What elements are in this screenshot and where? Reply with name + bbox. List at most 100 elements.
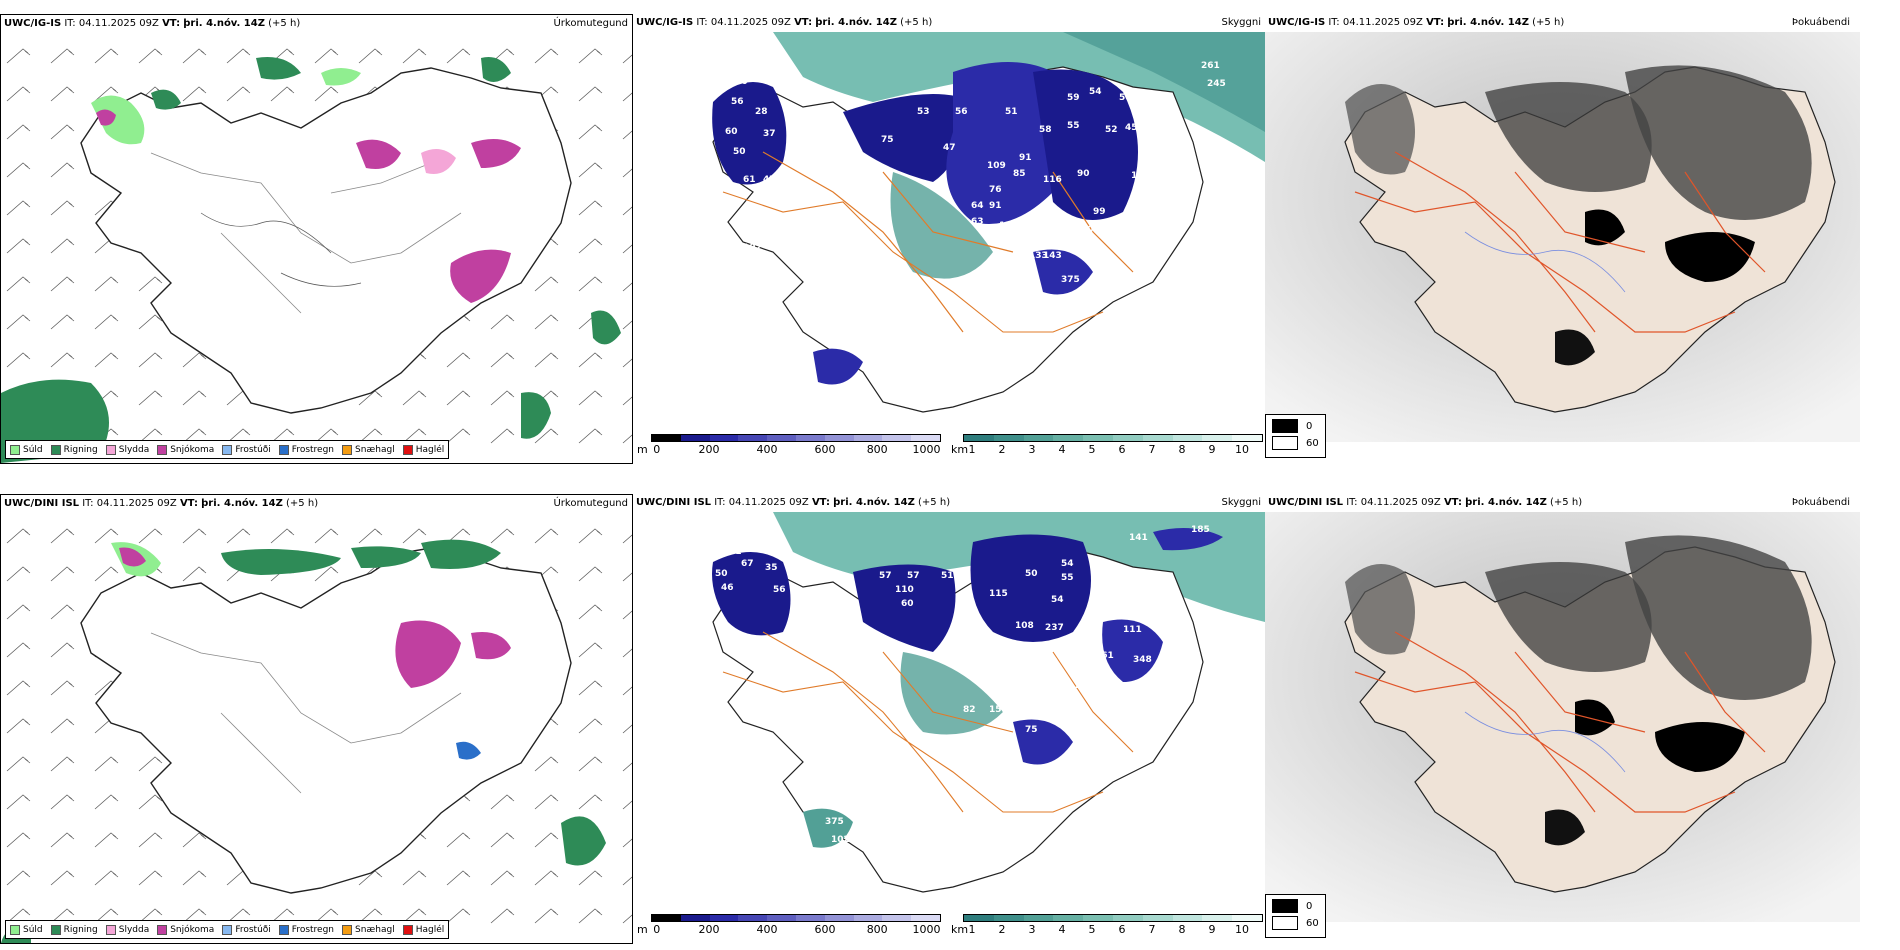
value-label: 62 — [809, 609, 822, 619]
valid-time-label: VT: — [1426, 17, 1445, 28]
legend-item-sudd: Súld — [10, 444, 43, 455]
value-label: 133 — [1029, 251, 1048, 261]
tick-label: 4 — [1058, 923, 1066, 936]
legend-swatch — [157, 444, 168, 455]
tick-label: 6 — [1118, 923, 1126, 936]
legend-label: Frostúði — [235, 924, 271, 935]
panel-title: Skyggni — [1221, 17, 1261, 28]
init-time: IT: 04.11.2025 09Z — [714, 497, 809, 508]
precip-map — [1, 513, 632, 943]
lead-time: (+5 h) — [900, 17, 933, 28]
value-label: 127 — [829, 849, 848, 859]
value-label: 54 — [1051, 595, 1064, 605]
legend-item-frostregn: Frostregn — [278, 924, 334, 935]
precip-type-panel-top: UWC/IG-IS IT: 04.11.2025 09Z VT: þri. 4.… — [0, 14, 633, 464]
visibility-colorbar: km 1 2 3 4 5 6 7 8 9 10 — [951, 914, 1263, 936]
tick-label: 3 — [1028, 923, 1036, 936]
visibility-colorbar: km 1 2 3 4 5 6 7 8 9 10 — [951, 434, 1263, 456]
value-label: 102 — [831, 835, 850, 845]
value-label: 28 — [755, 107, 768, 117]
tick-label: 7 — [1148, 923, 1156, 936]
cloudbase-colorbar: m 0 200 400 600 800 1000 — [637, 914, 941, 936]
legend-item-snjokoma: Snjókoma — [157, 924, 214, 935]
model-name: UWC/IG-IS — [1268, 17, 1326, 28]
precip-legend: Súld Rigning Slydda Snjókoma Frostúði Fr… — [5, 920, 450, 939]
panel-title: Skyggni — [1221, 497, 1261, 508]
value-label: 64 — [971, 201, 984, 211]
lead-time: (+5 h) — [268, 18, 301, 29]
value-label: 75 — [1025, 725, 1038, 735]
value-label: 59 — [1067, 93, 1080, 103]
legend-item-slydda: Slydda — [105, 444, 149, 455]
valid-time-label: VT: — [179, 498, 198, 509]
init-time: IT: 04.11.2025 09Z — [696, 17, 791, 28]
legend-swatch — [105, 924, 116, 935]
legend-swatch — [402, 444, 413, 455]
legend-swatch — [402, 924, 413, 935]
init-time: IT: 04.11.2025 09Z — [82, 498, 177, 509]
value-label: 50 — [715, 569, 728, 579]
tick-label: 3 — [1028, 443, 1036, 456]
visibility-panel-bottom: UWC/DINI ISL IT: 04.11.2025 09Z VT: þri.… — [633, 494, 1265, 944]
fog-swatch — [1272, 899, 1298, 913]
value-label: 91 — [989, 201, 1002, 211]
lead-time: (+5 h) — [1550, 497, 1583, 508]
fog-panel-bottom: UWC/DINI ISL IT: 04.11.2025 09Z VT: þri.… — [1265, 494, 1900, 944]
lead-time: (+5 h) — [1532, 17, 1565, 28]
tick-label: 9 — [1208, 443, 1216, 456]
value-label: 115 — [989, 589, 1008, 599]
fog-legend-row: 0 — [1272, 899, 1319, 913]
cloudbase-ticks: m 0 200 400 600 800 1000 — [637, 442, 941, 456]
legend-item-frostudi: Frostúði — [222, 444, 271, 455]
tick-label: 5 — [1088, 443, 1096, 456]
legend-swatch — [278, 924, 289, 935]
value-label: 237 — [1045, 623, 1064, 633]
precip-legend: Súld Rigning Slydda Snjókoma Frostúði Fr… — [5, 440, 450, 459]
valid-time-label: VT: — [1443, 497, 1462, 508]
value-label: 56 — [773, 585, 786, 595]
lead-time: (+5 h) — [918, 497, 951, 508]
legend-label: Rigning — [63, 444, 98, 455]
fog-value: 60 — [1306, 437, 1319, 449]
value-label: 57 — [879, 571, 892, 581]
visibility-map: 71 67 35 50 46 56 57 57 51 50 54 40 55 1… — [712, 512, 1265, 893]
legend-label: Haglél — [415, 924, 445, 935]
panel-title: Þokuábendi — [1791, 17, 1850, 28]
legend-label: Rigning — [63, 924, 98, 935]
value-label: 143 — [1043, 251, 1062, 261]
legend-item-haglel: Haglél — [402, 444, 444, 455]
panel-title: Úrkomutegund — [553, 18, 628, 29]
legend-swatch — [50, 444, 61, 455]
value-label: 108 — [809, 849, 828, 859]
tick-label: 5 — [1088, 923, 1096, 936]
value-label: 47 — [943, 143, 956, 153]
fog-legend-row: 0 — [1272, 419, 1319, 433]
legend-swatch — [50, 924, 61, 935]
legend-label: Frostregn — [291, 444, 335, 455]
legend-label: Snjókoma — [170, 444, 215, 455]
value-label: 56 — [731, 97, 744, 107]
value-label: 127 — [999, 221, 1018, 231]
value-label: 47 — [763, 175, 776, 185]
cloudbase-colorbar: m 0 200 400 600 800 1000 — [637, 434, 941, 456]
legend-label: Súld — [23, 444, 43, 455]
value-label: 15 — [743, 251, 756, 261]
fog-value: 0 — [1306, 420, 1313, 432]
value-label: 79 — [1173, 651, 1186, 661]
legend-item-frostudi: Frostúði — [222, 924, 271, 935]
visibility-bar — [963, 434, 1263, 442]
fog-legend: 0 60 — [1265, 414, 1326, 458]
cloudbase-ticks: m 0 200 400 600 800 1000 — [637, 922, 941, 936]
value-label: 145 — [1079, 239, 1098, 249]
fog-swatch — [1272, 419, 1298, 433]
value-label: 151 — [989, 705, 1008, 715]
value-label: 46 — [735, 77, 748, 87]
cloudbase-unit: m — [637, 443, 648, 456]
value-label: 63 — [971, 217, 984, 227]
legend-swatch — [105, 444, 116, 455]
legend-swatch — [342, 444, 353, 455]
value-label: 61 — [1013, 675, 1026, 685]
fog-value: 0 — [1306, 900, 1313, 912]
init-time: IT: 04.11.2025 09Z — [1346, 497, 1441, 508]
fog-map — [1265, 512, 1860, 922]
